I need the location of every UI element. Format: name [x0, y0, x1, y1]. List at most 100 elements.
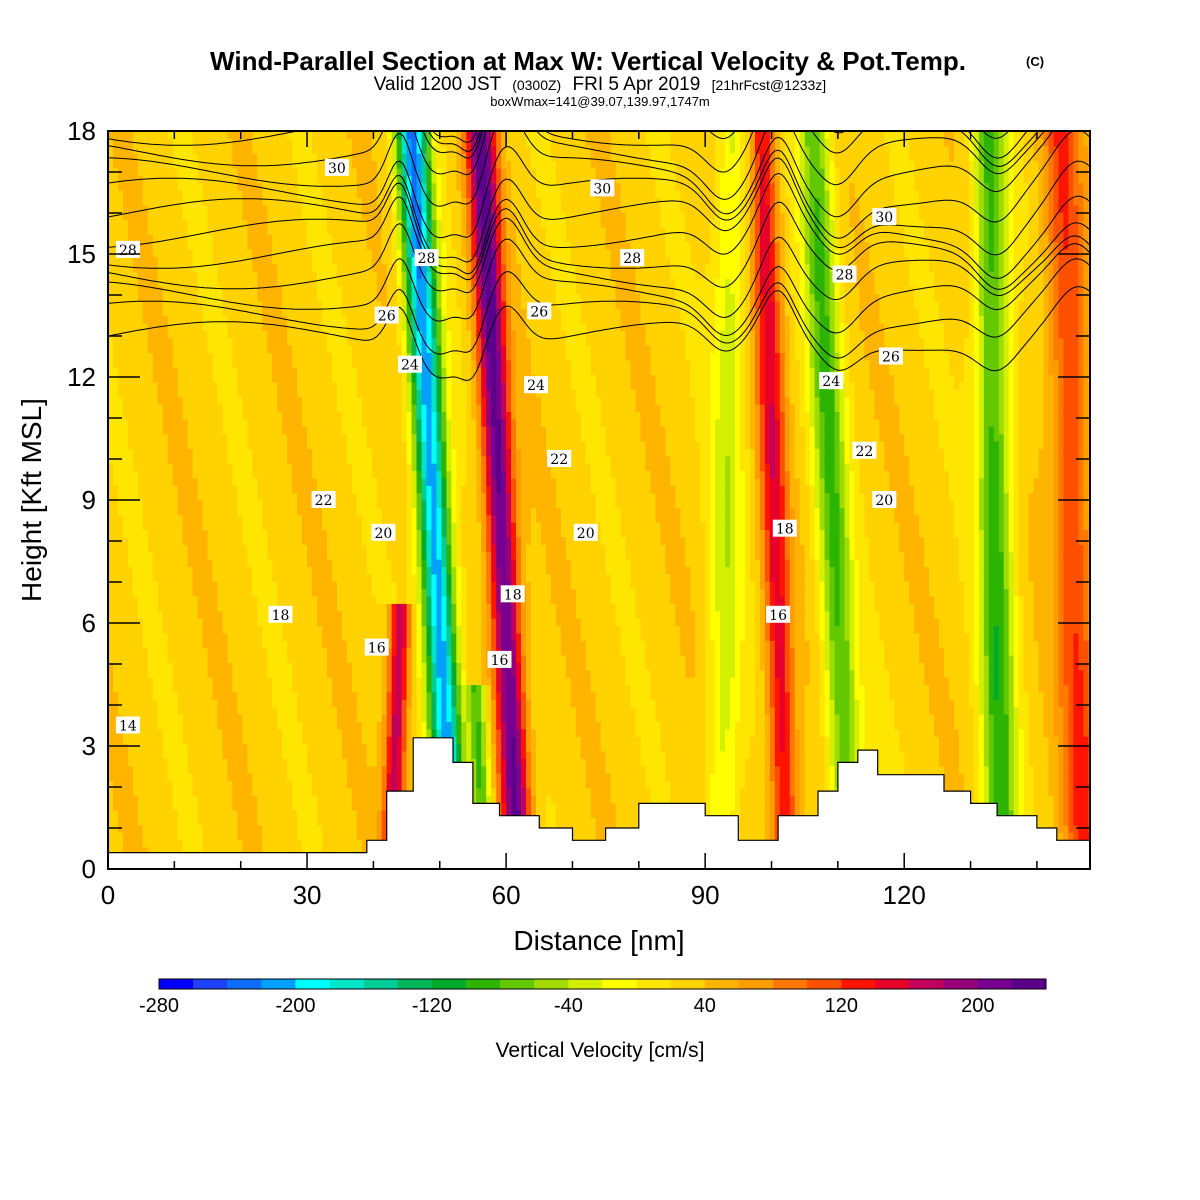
field-cell [118, 419, 124, 427]
field-cell [208, 522, 214, 530]
field-cell [178, 662, 184, 670]
field-cell [297, 766, 303, 774]
field-cell [133, 817, 139, 825]
field-cell [242, 485, 248, 493]
field-cell [158, 832, 164, 840]
field-cell [317, 131, 323, 139]
field-cell [257, 707, 263, 715]
field-cell [352, 574, 358, 582]
field-cell [183, 411, 189, 419]
field-cell [322, 470, 328, 478]
field-cell [257, 633, 263, 641]
field-cell [188, 419, 194, 427]
field-cell [317, 190, 323, 198]
field-cell [267, 448, 273, 456]
field-cell [198, 352, 204, 360]
field-cell [267, 648, 273, 656]
field-cell [188, 788, 194, 796]
field-cell [168, 721, 174, 729]
field-cell [143, 419, 149, 427]
field-cell [342, 603, 348, 611]
field-cell [183, 375, 189, 383]
field-cell [292, 744, 298, 752]
field-cell [292, 205, 298, 213]
field-cell [227, 648, 233, 656]
field-cell [337, 367, 343, 375]
field-cell [307, 448, 313, 456]
field-cell [237, 485, 243, 493]
field-cell [213, 183, 219, 191]
field-cell [193, 662, 199, 670]
field-cell [148, 773, 154, 781]
field-cell [128, 685, 134, 693]
field-cell [337, 411, 343, 419]
field-cell [128, 197, 134, 205]
field-cell [352, 640, 358, 648]
field-cell [282, 721, 288, 729]
field-cell [262, 773, 268, 781]
field-cell [322, 729, 328, 737]
field-cell [128, 559, 134, 567]
field-cell [242, 161, 248, 169]
field-cell [242, 832, 248, 840]
field-cell [317, 825, 323, 833]
field-cell [153, 692, 159, 700]
field-cell [332, 780, 338, 788]
field-cell [247, 389, 253, 397]
field-cell [317, 721, 323, 729]
field-cell [267, 190, 273, 198]
field-cell [173, 493, 179, 501]
field-cell [262, 825, 268, 833]
field-cell [257, 603, 263, 611]
field-cell [188, 552, 194, 560]
field-cell [143, 205, 149, 213]
field-cell [252, 500, 258, 508]
field-cell [282, 559, 288, 567]
field-cell [208, 839, 214, 847]
field-cell [347, 803, 353, 811]
field-cell [347, 426, 353, 434]
field-cell [153, 736, 159, 744]
field-cell [178, 803, 184, 811]
field-cell [113, 485, 119, 493]
field-cell [113, 382, 119, 390]
field-cell [242, 825, 248, 833]
field-cell [322, 648, 328, 656]
field-cell [203, 515, 209, 523]
field-cell [143, 183, 149, 191]
field-cell [163, 692, 169, 700]
field-cell [222, 736, 228, 744]
field-cell [143, 441, 149, 449]
field-cell [282, 766, 288, 774]
field-cell [198, 153, 204, 161]
field-cell [317, 264, 323, 272]
field-cell [217, 264, 223, 272]
field-cell [347, 744, 353, 752]
field-cell [252, 685, 258, 693]
field-cell [222, 478, 228, 486]
field-cell [347, 507, 353, 515]
field-cell [163, 751, 169, 759]
field-cell [138, 308, 144, 316]
field-cell [113, 640, 119, 648]
field-cell [262, 419, 268, 427]
field-cell [217, 825, 223, 833]
field-cell [247, 375, 253, 383]
field-cell [232, 434, 238, 442]
field-cell [297, 736, 303, 744]
field-cell [213, 352, 219, 360]
field-cell [133, 338, 139, 346]
field-cell [332, 367, 338, 375]
field-cell [217, 780, 223, 788]
field-cell [247, 788, 253, 796]
field-cell [183, 227, 189, 235]
field-cell [193, 721, 199, 729]
field-cell [292, 589, 298, 597]
field-cell [252, 404, 258, 412]
field-cell [352, 589, 358, 597]
field-cell [222, 286, 228, 294]
field-cell [168, 766, 174, 774]
field-cell [282, 478, 288, 486]
field-cell [292, 138, 298, 146]
field-cell [232, 648, 238, 656]
